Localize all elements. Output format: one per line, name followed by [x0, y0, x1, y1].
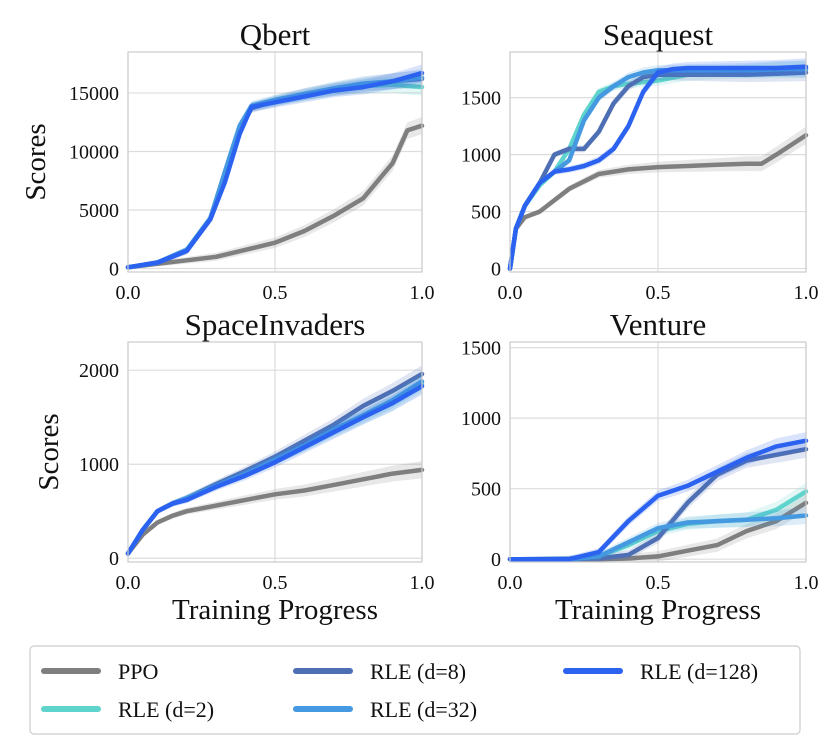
panel-qbert-xtick-1: 0.5 [263, 282, 288, 304]
panel-spaceinvaders-ytick-2: 2000 [79, 360, 119, 382]
panel-venture-xtick-0: 0.0 [498, 572, 523, 594]
panel-spaceinvaders-ytick-1: 1000 [79, 454, 119, 476]
panel-seaquest-xtick-0: 0.0 [498, 282, 523, 304]
panel-spaceinvaders-frame [127, 341, 423, 563]
legend-label-ppo: PPO [118, 659, 158, 684]
panel-seaquest-ytick-0: 0 [491, 259, 501, 281]
panel-spaceinvaders-xtick-0: 0.0 [116, 572, 141, 594]
panel-venture-ytick-2: 1000 [461, 408, 501, 430]
panel-venture-ytick-0: 0 [491, 549, 501, 571]
panel-qbert-title: Qbert [240, 17, 311, 52]
panel-venture-xtick-2: 1.0 [794, 572, 819, 594]
legend-entry-rle-d2: RLE (d=2) [41, 697, 214, 722]
panel-qbert-ppo-band [128, 117, 422, 270]
panel-venture-ppo-band [510, 494, 806, 562]
panel-venture-xlabel: Training Progress [555, 594, 761, 626]
panel-spaceinvaders-xtick-2: 1.0 [410, 572, 435, 594]
panel-spaceinvaders-xtick-1: 0.5 [263, 572, 288, 594]
panel-venture-ytick-3: 1500 [461, 338, 501, 360]
panel-seaquest-xtick-1: 0.5 [646, 282, 671, 304]
panel-venture-rle-d-2-band [510, 482, 806, 562]
panel-seaquest-ytick-2: 1000 [461, 145, 501, 167]
panel-spaceinvaders-ppo-line [125, 467, 425, 556]
panel-seaquest-rle-d-128-line [507, 64, 809, 271]
panel-qbert-rle-d-128-line [125, 70, 425, 270]
legend-label-rle-d128: RLE (d=128) [640, 659, 758, 684]
panel-qbert-rle-d-128-band [128, 64, 422, 270]
panel-seaquest-title: Seaquest [603, 17, 714, 52]
panel-qbert: 0.0 0.5 1.0 0 5000 10000 15000 Qbert Scores [20, 17, 435, 304]
panel-seaquest-ytick-3: 1500 [461, 88, 501, 110]
panel-venture-frame [509, 341, 807, 563]
legend: PPO RLE (d=2) RLE (d=8) RLE (d=32) RLE (… [29, 645, 801, 735]
panel-spaceinvaders-ytick-0: 0 [109, 548, 119, 570]
legend-entry-rle-d8: RLE (d=8) [293, 659, 466, 684]
legend-label-rle-d2: RLE (d=2) [118, 697, 214, 722]
panel-qbert-ytick-3: 15000 [69, 83, 119, 105]
panel-qbert-ylabel: Scores [20, 123, 52, 200]
panel-seaquest-ytick-1: 500 [471, 202, 501, 224]
panel-venture-rle-d-8-band [510, 440, 806, 562]
panel-qbert-frame [127, 51, 423, 273]
panel-venture-ytick-1: 500 [471, 479, 501, 501]
panel-qbert-ytick-2: 10000 [69, 141, 119, 163]
panel-qbert-ytick-1: 5000 [79, 200, 119, 222]
panel-venture-rle-d-128-line [507, 438, 809, 562]
panel-qbert-xtick-2: 1.0 [410, 282, 435, 304]
panel-spaceinvaders: 0.0 0.5 1.0 0 1000 2000 SpaceInvaders Training … [33, 307, 435, 626]
legend-entry-ppo: PPO [41, 659, 158, 684]
panel-seaquest: 0.0 0.5 1.0 0 500 1000 1500 Seaquest [461, 17, 819, 304]
panel-spaceinvaders-xlabel: Training Progress [172, 594, 378, 626]
panel-seaquest-xtick-2: 1.0 [794, 282, 819, 304]
panel-seaquest-ppo-line [507, 132, 809, 271]
legend-label-rle-d8: RLE (d=8) [370, 659, 466, 684]
panel-venture-xtick-1: 0.5 [646, 572, 671, 594]
legend-label-rle-d32: RLE (d=32) [370, 697, 477, 722]
legend-entry-rle-d32: RLE (d=32) [293, 697, 477, 722]
panel-spaceinvaders-rle-d-128-band [128, 377, 422, 556]
panel-spaceinvaders-ppo-band [128, 461, 422, 556]
panel-qbert-ytick-0: 0 [109, 258, 119, 280]
panel-qbert-ppo-line [125, 123, 425, 270]
legend-entry-rle-d128: RLE (d=128) [563, 659, 758, 684]
panel-venture: 0.0 0.5 1.0 0 500 1000 1500 Venture Training Pro… [461, 307, 819, 626]
panel-spaceinvaders-ylabel: Scores [33, 413, 65, 490]
panel-qbert-xtick-0: 0.0 [116, 282, 141, 304]
panel-seaquest-frame [509, 51, 807, 273]
panel-spaceinvaders-title: SpaceInvaders [185, 307, 366, 342]
panel-spaceinvaders-rle-d-128-line [125, 383, 425, 556]
panel-venture-title: Venture [610, 307, 706, 342]
